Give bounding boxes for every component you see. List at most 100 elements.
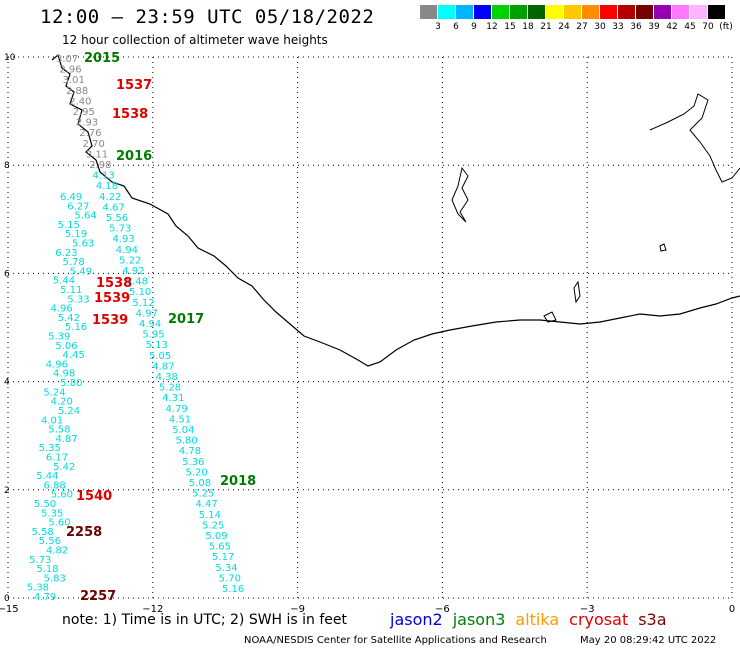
legend-swatch bbox=[636, 5, 654, 19]
y-tick-label: 4 bbox=[4, 378, 10, 388]
swh-value: 5.50 bbox=[34, 499, 56, 510]
swh-value: 5.73 bbox=[109, 224, 131, 235]
pass-time-label: 2016 bbox=[116, 149, 152, 164]
swh-value: 4.01 bbox=[41, 415, 63, 426]
pass-time-label: 2015 bbox=[84, 51, 120, 66]
swh-value: 5.05 bbox=[149, 351, 171, 362]
x-tick-label: −15 bbox=[0, 604, 19, 615]
swh-value: 2.96 bbox=[59, 65, 81, 76]
swh-value: 5.60 bbox=[51, 490, 73, 501]
pass-time-label: 1539 bbox=[94, 291, 130, 306]
legend-swatch bbox=[456, 5, 474, 19]
swh-value: 5.42 bbox=[58, 313, 80, 324]
swh-value: 5.06 bbox=[55, 341, 77, 352]
y-tick-label: 6 bbox=[4, 269, 10, 279]
legend-swatch bbox=[438, 5, 456, 19]
legend-swatch bbox=[618, 5, 636, 19]
swh-value: 4.79 bbox=[34, 592, 56, 603]
satellite-name: cryosat bbox=[569, 610, 629, 629]
swh-value: 5.16 bbox=[222, 584, 244, 595]
swh-value: 5.42 bbox=[53, 462, 75, 473]
swh-value: 5.13 bbox=[146, 340, 168, 351]
satellite-legend: jason2 jason3 altika cryosat s3a bbox=[390, 610, 677, 629]
legend-label: 6 bbox=[453, 22, 459, 32]
swh-value: 5.14 bbox=[199, 510, 221, 521]
swh-value: 5.63 bbox=[72, 239, 94, 250]
swh-value: 5.12 bbox=[132, 298, 154, 309]
map-grid bbox=[7, 56, 733, 599]
x-tick-label: −3 bbox=[580, 604, 595, 615]
swh-value: 4.45 bbox=[63, 350, 85, 361]
swh-value: 5.38 bbox=[27, 583, 49, 594]
legend-label: 3 bbox=[435, 22, 441, 32]
legend-label: 24 bbox=[558, 22, 570, 32]
legend-label: 33 bbox=[612, 22, 624, 32]
legend-label: 70 bbox=[702, 22, 714, 32]
legend-label: 15 bbox=[504, 22, 516, 32]
swh-value: 4.20 bbox=[51, 397, 73, 408]
legend-swatch bbox=[654, 5, 672, 19]
swh-value: 5.19 bbox=[65, 229, 87, 240]
swh-value: 5.34 bbox=[215, 563, 237, 574]
page-title: 12:00 – 23:59 UTC 05/18/2022 bbox=[40, 6, 375, 28]
legend-label: 18 bbox=[522, 22, 534, 32]
legend-label: 45 bbox=[684, 22, 696, 32]
legend-label: 27 bbox=[576, 22, 588, 32]
legend-swatch bbox=[672, 5, 690, 19]
swh-value: 6.17 bbox=[46, 452, 68, 463]
legend-swatch bbox=[546, 5, 564, 19]
satellite-name: jason3 bbox=[452, 610, 506, 629]
x-tick-label: −6 bbox=[435, 604, 450, 615]
satellite-name: s3a bbox=[638, 610, 667, 629]
swh-value: 5.49 bbox=[70, 266, 92, 277]
swh-value: 4.38 bbox=[156, 372, 178, 383]
swh-value: 4.94 bbox=[116, 245, 138, 256]
legend-swatch bbox=[510, 5, 528, 19]
swh-value: 4.97 bbox=[136, 308, 158, 319]
swh-value: 4.87 bbox=[55, 434, 77, 445]
swh-value: 5.78 bbox=[62, 257, 84, 268]
swh-value: 4.47 bbox=[195, 499, 217, 510]
legend-label: 30 bbox=[594, 22, 606, 32]
swh-value: 5.10 bbox=[129, 287, 151, 298]
swh-value: 4.22 bbox=[99, 192, 121, 203]
pass-time-label: 1540 bbox=[76, 489, 112, 504]
swh-value: 5.25 bbox=[202, 520, 224, 531]
swh-value: 4.87 bbox=[152, 361, 174, 372]
satellite-name: jason2 bbox=[390, 610, 443, 629]
coastline-island-3 bbox=[573, 280, 581, 304]
swh-value: 4.79 bbox=[166, 404, 188, 415]
swh-value: 5.24 bbox=[58, 406, 80, 417]
swh-value: 5.83 bbox=[44, 573, 66, 584]
x-tick-label: 0 bbox=[729, 604, 735, 615]
swh-value: 5.08 bbox=[189, 478, 211, 489]
legend-swatch bbox=[582, 5, 600, 19]
footer-note: note: 1) Time is in UTC; 2) SWH is in fe… bbox=[62, 612, 348, 628]
legend-swatch bbox=[600, 5, 618, 19]
legend-label: 36 bbox=[630, 22, 642, 32]
swh-value: 5.80 bbox=[176, 436, 198, 447]
generated-timestamp: May 20 08:29:42 UTC 2022 bbox=[580, 635, 717, 646]
swh-value: 4.94 bbox=[139, 319, 161, 330]
satellite-name: altika bbox=[515, 610, 560, 629]
legend-swatch bbox=[492, 5, 510, 19]
swh-value: 5.35 bbox=[39, 443, 61, 454]
legend-label: (ft) bbox=[719, 22, 733, 32]
swh-value: 5.36 bbox=[182, 457, 204, 468]
swh-value: 5.39 bbox=[48, 332, 70, 343]
swh-value: 5.11 bbox=[60, 285, 82, 296]
swh-value: 4.92 bbox=[122, 266, 144, 277]
swh-value: 5.20 bbox=[185, 467, 207, 478]
legend-label: 9 bbox=[471, 22, 477, 32]
legend-swatch bbox=[690, 5, 708, 19]
swh-value: 3.01 bbox=[63, 75, 85, 86]
swh-value: 5.95 bbox=[142, 330, 164, 341]
swh-value: 5.22 bbox=[119, 255, 141, 266]
swh-value: 4.13 bbox=[93, 171, 115, 182]
swh-value: 5.56 bbox=[106, 213, 128, 224]
x-tick-label: −9 bbox=[290, 604, 305, 615]
swh-value: 5.04 bbox=[172, 425, 194, 436]
swh-value: 5.15 bbox=[58, 220, 80, 231]
swh-value: 5.33 bbox=[67, 294, 89, 305]
axis-tick-labels: −15 −12 −9 −6 −3 0 0 2 4 6 8 10 bbox=[0, 53, 735, 615]
